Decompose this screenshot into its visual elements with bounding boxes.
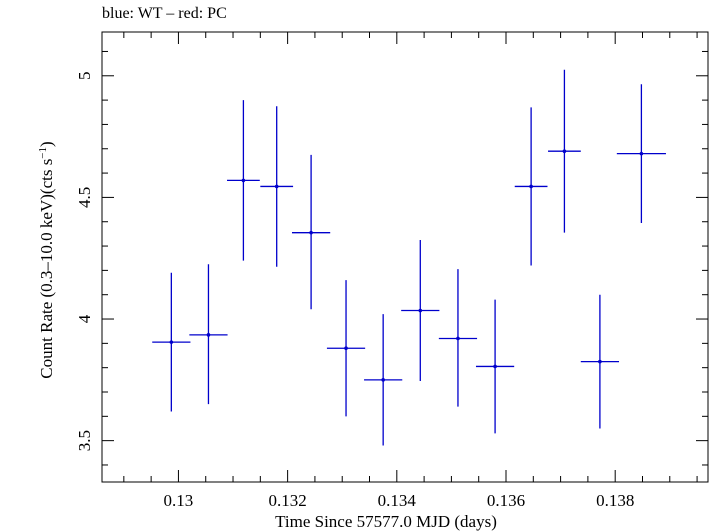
y-tick-labels: 3.5 4 4.5 5 bbox=[75, 72, 94, 452]
y-axis-label: Count Rate (0.3–10.0 keV)(cts s−1) bbox=[37, 141, 56, 378]
x-tick-label: 0.136 bbox=[487, 491, 525, 510]
data-point bbox=[401, 239, 440, 382]
data-marker bbox=[529, 184, 533, 189]
data-marker bbox=[456, 336, 460, 341]
y-tick-label: 4.5 bbox=[75, 187, 94, 208]
axis-ticks bbox=[102, 32, 708, 482]
data-marker bbox=[241, 178, 246, 183]
data-marker bbox=[493, 364, 497, 369]
data-point bbox=[580, 294, 620, 429]
y-axis-label-close: ) bbox=[37, 141, 56, 147]
y-axis-label-main: Count Rate (0.3–10.0 keV)(cts s bbox=[37, 159, 56, 379]
data-point bbox=[260, 106, 294, 267]
plot-frame bbox=[101, 31, 709, 483]
data-marker bbox=[344, 346, 348, 351]
y-tick-label: 5 bbox=[75, 72, 94, 81]
data-marker bbox=[206, 333, 211, 337]
data-marker bbox=[381, 378, 385, 382]
data-point bbox=[227, 100, 260, 261]
chart-title: blue: WT – red: PC bbox=[102, 5, 227, 22]
data-point bbox=[291, 154, 331, 310]
data-point bbox=[548, 69, 581, 233]
data-point bbox=[475, 299, 515, 434]
data-point bbox=[326, 280, 366, 417]
data-point bbox=[616, 84, 666, 223]
data-point bbox=[189, 264, 228, 405]
x-axis-label: Time Since 57577.0 MJD (days) bbox=[275, 512, 497, 531]
data-series bbox=[152, 69, 666, 446]
series-wt bbox=[152, 69, 666, 446]
y-tick-label: 4 bbox=[75, 314, 94, 323]
data-point bbox=[438, 269, 478, 407]
data-marker bbox=[562, 149, 567, 153]
data-point bbox=[152, 272, 191, 412]
data-marker bbox=[169, 340, 174, 344]
data-marker bbox=[418, 308, 423, 313]
data-marker bbox=[309, 230, 313, 235]
data-marker bbox=[274, 184, 279, 189]
x-tick-label: 0.138 bbox=[596, 491, 634, 510]
x-tick-label: 0.132 bbox=[268, 491, 306, 510]
x-tick-label: 0.13 bbox=[164, 491, 194, 510]
x-tick-labels: 0.13 0.132 0.134 0.136 0.138 bbox=[164, 491, 635, 510]
y-axis-label-superscript: −1 bbox=[37, 147, 49, 159]
data-marker bbox=[639, 151, 644, 156]
y-tick-label: 3.5 bbox=[75, 430, 94, 451]
data-point bbox=[514, 107, 548, 266]
data-marker bbox=[598, 359, 602, 364]
x-tick-label: 0.134 bbox=[378, 491, 417, 510]
data-point bbox=[364, 314, 403, 446]
